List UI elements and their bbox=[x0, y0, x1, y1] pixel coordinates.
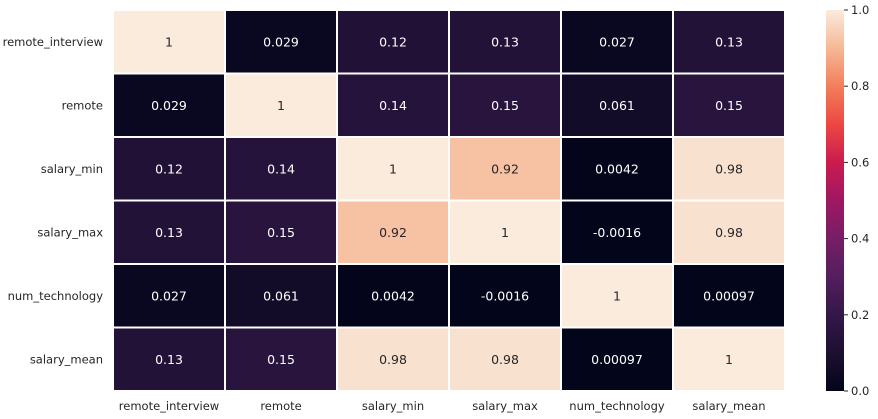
cell-value-label: 0.0042 bbox=[371, 288, 415, 303]
cell-value-label: 1 bbox=[501, 225, 509, 240]
cell-value-label: 1 bbox=[165, 34, 173, 49]
heatmap-cell bbox=[672, 199, 786, 265]
heatmap-cell bbox=[448, 326, 562, 392]
cell-value-label: 0.13 bbox=[155, 225, 183, 240]
heatmap-cell bbox=[112, 9, 226, 75]
cell-value-label: 0.14 bbox=[379, 98, 407, 113]
cell-value-label: 0.13 bbox=[155, 352, 183, 367]
colorbar-tick-label: 0.6 bbox=[851, 155, 869, 169]
heatmap-cell bbox=[672, 72, 786, 138]
cell-value-label: 0.12 bbox=[155, 161, 183, 176]
cell-value-label: 1 bbox=[277, 98, 285, 113]
heatmap-cell bbox=[672, 326, 786, 392]
cell-value-label: 0.027 bbox=[151, 288, 187, 303]
cell-annotations: 1 0.029 0.12 0.13 0.027 0.13 0.029 1 0.14 0.15 0.0… bbox=[151, 34, 755, 367]
cell-value-label: 0.15 bbox=[267, 225, 295, 240]
x-tick-label: salary_min bbox=[362, 399, 424, 413]
cell-value-label: 0.98 bbox=[715, 161, 743, 176]
y-tick-label: remote_interview bbox=[3, 35, 103, 49]
heatmap-cell bbox=[560, 136, 674, 202]
cell-value-label: 1 bbox=[389, 161, 397, 176]
colorbar-tick-label: 0.8 bbox=[851, 79, 869, 93]
heatmap-cell bbox=[560, 326, 674, 392]
heatmap-cell bbox=[448, 263, 562, 329]
colorbar-tick-label: 1.0 bbox=[851, 3, 869, 17]
cell-value-label: 0.92 bbox=[491, 161, 519, 176]
heatmap-cell bbox=[336, 199, 450, 265]
x-tick-label: salary_mean bbox=[692, 399, 765, 413]
cell-value-label: 0.98 bbox=[379, 352, 407, 367]
cell-value-label: 0.13 bbox=[491, 34, 519, 49]
x-tick-label: remote_interview bbox=[119, 399, 219, 413]
cell-value-label: 0.061 bbox=[599, 98, 635, 113]
colorbar-tick-label: 0.4 bbox=[851, 232, 869, 246]
cell-value-label: 0.029 bbox=[263, 34, 299, 49]
heatmap-cells bbox=[112, 9, 786, 392]
cell-value-label: 0.13 bbox=[715, 34, 743, 49]
cell-value-label: 0.061 bbox=[263, 288, 299, 303]
colorbar-tick-label: 0.0 bbox=[851, 384, 869, 398]
cell-value-label: 0.0042 bbox=[595, 161, 639, 176]
cell-value-label: 0.029 bbox=[151, 98, 187, 113]
cell-value-label: 0.98 bbox=[491, 352, 519, 367]
heatmap-cell bbox=[448, 199, 562, 265]
heatmap-cell bbox=[448, 72, 562, 138]
heatmap-cell bbox=[448, 136, 562, 202]
cell-value-label: 0.92 bbox=[379, 225, 407, 240]
heatmap-cell bbox=[224, 136, 338, 202]
heatmap-cell bbox=[560, 263, 674, 329]
heatmap-cell bbox=[560, 199, 674, 265]
heatmap-cell bbox=[224, 199, 338, 265]
heatmap-cell bbox=[224, 9, 338, 75]
cell-value-label: 0.98 bbox=[715, 225, 743, 240]
x-tick-label: salary_max bbox=[472, 399, 538, 413]
heatmap-cell bbox=[672, 136, 786, 202]
cell-value-label: 0.15 bbox=[267, 352, 295, 367]
x-tick-labels: remote_interview remote salary_min salary_m… bbox=[119, 399, 766, 413]
heatmap-cell bbox=[672, 9, 786, 75]
cell-value-label: 0.00097 bbox=[703, 288, 755, 303]
heatmap-cell bbox=[112, 326, 226, 392]
heatmap-cell bbox=[336, 263, 450, 329]
cell-value-label: 0.12 bbox=[379, 34, 407, 49]
x-tick-label: remote bbox=[260, 399, 301, 413]
y-tick-label: salary_max bbox=[37, 225, 103, 239]
cell-value-label: 0.00097 bbox=[591, 352, 643, 367]
x-tick-label: num_technology bbox=[569, 399, 665, 413]
y-tick-label: num_technology bbox=[8, 289, 104, 303]
colorbar-tick-label: 0.2 bbox=[851, 308, 869, 322]
colorbar-gradient-bar bbox=[826, 10, 844, 391]
cell-value-label: -0.0016 bbox=[593, 225, 641, 240]
cell-value-label: 1 bbox=[725, 352, 733, 367]
cell-value-label: 0.15 bbox=[491, 98, 519, 113]
heatmap-cell bbox=[112, 199, 226, 265]
heatmap-cell bbox=[672, 263, 786, 329]
heatmap-cell bbox=[224, 72, 338, 138]
cell-value-label: 1 bbox=[613, 288, 621, 303]
cell-value-label: -0.0016 bbox=[481, 288, 529, 303]
y-tick-label: salary_mean bbox=[30, 352, 103, 366]
colorbar: 0.0 0.2 0.4 0.6 0.8 1.0 bbox=[826, 3, 869, 398]
y-tick-label: salary_min bbox=[41, 162, 103, 176]
cell-value-label: 0.027 bbox=[599, 34, 635, 49]
cell-value-label: 0.15 bbox=[715, 98, 743, 113]
cell-value-label: 0.14 bbox=[267, 161, 295, 176]
y-tick-label: remote bbox=[62, 98, 103, 112]
